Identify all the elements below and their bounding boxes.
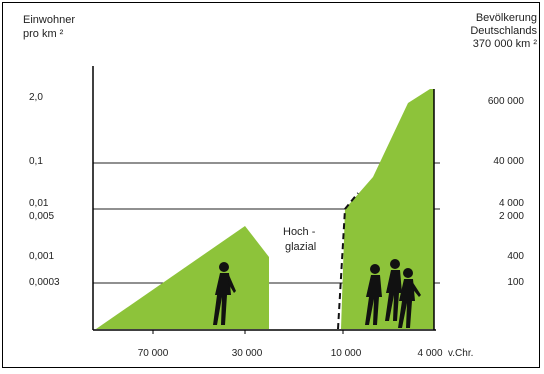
human-figure-group-neolithic (365, 259, 421, 328)
chart-frame: Einwohner pro km ² Bevölkerung Deutschla… (2, 2, 540, 368)
right-axis-title-line1: Bevölkerung (476, 12, 537, 24)
right-tick-label: 100 (507, 277, 524, 288)
left-tick-label: 0,01 (29, 198, 49, 209)
dashed-edge (337, 192, 359, 330)
right-tick-label: 400 (507, 251, 524, 262)
right-tick-label: 4 000 (499, 198, 524, 209)
x-tick-label: 70 000 (138, 348, 169, 359)
human-figure-paleolithic (213, 262, 236, 325)
population-area-paleolithic (96, 226, 269, 329)
right-axis-title-line2: Deutschlands (470, 25, 537, 37)
left-tick-label: 0,1 (29, 156, 43, 167)
right-axis-title-line3: 370 000 km ² (473, 38, 538, 50)
hochglazial-annotation-line1: Hoch - (283, 226, 316, 238)
x-tick-label: 4 000 (417, 348, 442, 359)
left-tick-label: 2,0 (29, 92, 43, 103)
x-unit-label: v.Chr. (448, 348, 473, 359)
population-chart: Einwohner pro km ² Bevölkerung Deutschla… (23, 12, 538, 359)
left-tick-label: 0,005 (29, 211, 54, 222)
left-tick-label: 0,001 (29, 251, 54, 262)
x-tick-label: 10 000 (331, 348, 362, 359)
x-tick-label: 30 000 (232, 348, 263, 359)
left-tick-label: 0,0003 (29, 277, 60, 288)
right-tick-label: 40 000 (493, 156, 524, 167)
right-tick-label: 600 000 (488, 96, 525, 107)
left-axis-title-line1: Einwohner (23, 14, 75, 26)
hochglazial-annotation-line2: glazial (285, 241, 316, 253)
right-tick-label: 2 000 (499, 211, 524, 222)
left-axis-title-line2: pro km ² (23, 28, 64, 40)
